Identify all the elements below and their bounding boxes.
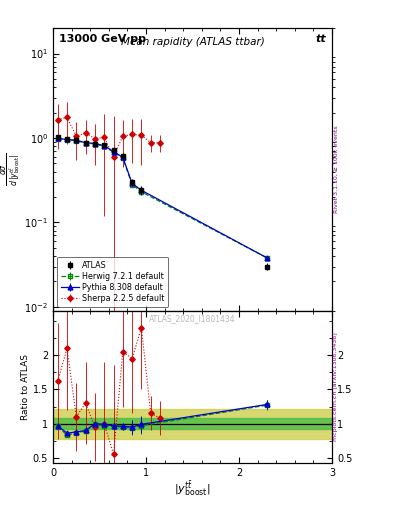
Y-axis label: $\frac{d\sigma}{d\,|y^{t\bar{t}}_\mathregular{boost}|}$: $\frac{d\sigma}{d\,|y^{t\bar{t}}_\mathre… <box>0 153 23 186</box>
Y-axis label: Ratio to ATLAS: Ratio to ATLAS <box>21 354 30 420</box>
Bar <box>53 409 332 439</box>
Text: ATLAS_2020_I1801434: ATLAS_2020_I1801434 <box>149 314 236 323</box>
Text: 13000 GeV pp: 13000 GeV pp <box>59 34 146 44</box>
Text: mcplots.cern.ch [arXiv:1306.3436]: mcplots.cern.ch [arXiv:1306.3436] <box>334 333 338 441</box>
Bar <box>53 418 332 429</box>
Text: Mean rapidity (ATLAS ttbar): Mean rapidity (ATLAS ttbar) <box>121 37 264 47</box>
X-axis label: $|y^{t\bar{t}}_\mathregular{boost}|$: $|y^{t\bar{t}}_\mathregular{boost}|$ <box>174 480 211 498</box>
Text: tt: tt <box>316 34 327 44</box>
Text: Rivet 3.1.10, ≥ 100k events: Rivet 3.1.10, ≥ 100k events <box>334 125 338 213</box>
Legend: ATLAS, Herwig 7.2.1 default, Pythia 8.308 default, Sherpa 2.2.5 default: ATLAS, Herwig 7.2.1 default, Pythia 8.30… <box>57 257 169 307</box>
